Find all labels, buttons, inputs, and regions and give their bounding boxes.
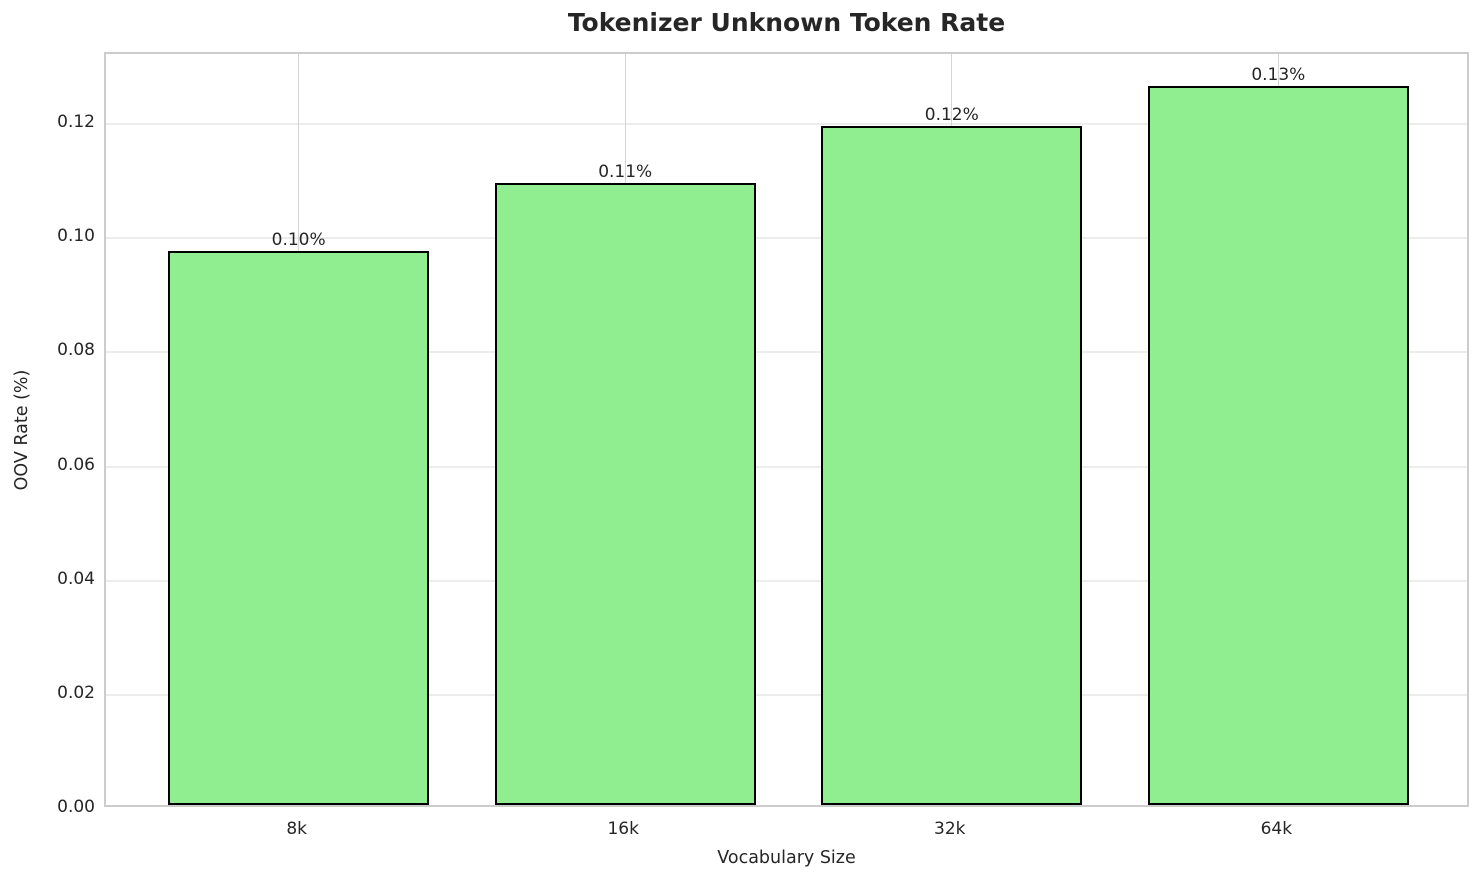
y-tick-label: 0.00 bbox=[57, 797, 95, 817]
bar bbox=[1147, 85, 1409, 805]
x-tick-label: 16k bbox=[607, 819, 639, 839]
h-gridline bbox=[106, 123, 1467, 126]
plot-area: 0.10% 0.11% 0.12% 0.13% bbox=[104, 52, 1469, 807]
h-gridline bbox=[106, 351, 1467, 354]
y-tick-label: 0.02 bbox=[57, 682, 95, 703]
y-tick-label: 0.08 bbox=[57, 340, 95, 361]
bar-value-label: 0.11% bbox=[598, 161, 653, 182]
h-gridline bbox=[106, 465, 1467, 468]
h-gridline bbox=[106, 579, 1467, 582]
bar bbox=[168, 251, 430, 805]
y-tick-label: 0.12 bbox=[57, 112, 95, 133]
y-tick-label: 0.10 bbox=[57, 226, 95, 247]
h-gridline bbox=[106, 237, 1467, 240]
h-gridline bbox=[106, 693, 1467, 696]
bar bbox=[494, 182, 756, 805]
bar-value-label: 0.10% bbox=[271, 230, 326, 251]
x-tick-label: 32k bbox=[934, 819, 966, 839]
bar-value-label: 0.12% bbox=[924, 104, 979, 125]
bar-value-label: 0.13% bbox=[1251, 64, 1306, 85]
y-axis-label: OOV Rate (%) bbox=[12, 369, 32, 491]
x-axis-label: Vocabulary Size bbox=[717, 848, 856, 868]
x-tick-label: 8k bbox=[286, 819, 307, 839]
x-tick-label: 64k bbox=[1260, 819, 1293, 839]
chart-title: Tokenizer Unknown Token Rate bbox=[567, 8, 1006, 37]
bar bbox=[821, 125, 1083, 805]
y-tick-label: 0.06 bbox=[57, 454, 95, 475]
y-tick-label: 0.04 bbox=[57, 568, 95, 589]
